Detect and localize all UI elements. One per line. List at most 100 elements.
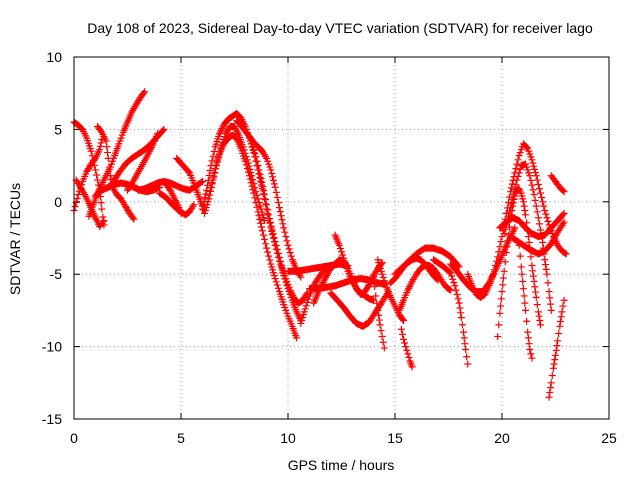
- data-point: [527, 350, 535, 358]
- data-point: [559, 187, 567, 195]
- data-point: [269, 176, 277, 184]
- data-point: [264, 248, 272, 256]
- data-point: [520, 292, 528, 300]
- y-tick-label: -15: [42, 411, 62, 427]
- data-point: [270, 234, 278, 242]
- data-point: [262, 240, 270, 248]
- data-point: [560, 209, 568, 217]
- data-point: [105, 163, 113, 171]
- data-point: [373, 299, 381, 307]
- data-point: [94, 176, 102, 184]
- data-point: [519, 285, 527, 293]
- y-tick-label: -5: [50, 266, 63, 282]
- data-point: [540, 202, 548, 210]
- data-point: [458, 321, 466, 329]
- data-point: [532, 293, 540, 301]
- data-point: [462, 345, 470, 353]
- x-axis-label: GPS time / hours: [288, 457, 395, 473]
- data-point: [103, 143, 111, 151]
- data-point: [514, 172, 522, 180]
- data-point: [504, 231, 512, 239]
- data-point: [523, 143, 531, 151]
- data-point: [512, 164, 520, 172]
- data-point: [520, 202, 528, 210]
- data-point: [303, 298, 311, 306]
- data-point: [284, 241, 292, 249]
- data-point: [203, 186, 211, 194]
- data-point: [529, 186, 537, 194]
- series-arc-33: [500, 160, 555, 314]
- data-point: [560, 218, 568, 226]
- data-point: [534, 180, 542, 188]
- data-point: [98, 205, 106, 213]
- data-point: [210, 147, 218, 155]
- data-point: [455, 263, 463, 271]
- data-point: [177, 209, 185, 217]
- data-point: [269, 230, 277, 238]
- data-point: [260, 191, 268, 199]
- data-point: [515, 169, 523, 177]
- data-point: [251, 150, 259, 158]
- data-point: [198, 178, 206, 186]
- data-point: [283, 237, 291, 245]
- data-point: [555, 330, 563, 338]
- data-point: [254, 208, 262, 216]
- series-arc-8: [124, 130, 161, 194]
- data-point: [542, 265, 550, 273]
- series-arc-28: [391, 244, 463, 278]
- data-point: [545, 393, 553, 401]
- data-point: [528, 262, 536, 270]
- data-point: [281, 228, 289, 236]
- data-point: [206, 191, 214, 199]
- data-point: [522, 306, 530, 314]
- y-axis-label: SDTVAR / TECUs: [7, 183, 23, 295]
- series-arc-13: [198, 109, 305, 325]
- data-point: [554, 337, 562, 345]
- data-point: [501, 258, 509, 266]
- data-point: [400, 335, 408, 343]
- data-point: [510, 190, 518, 198]
- data-point: [249, 186, 257, 194]
- data-point: [96, 146, 104, 154]
- data-point: [335, 241, 343, 249]
- data-point: [87, 147, 95, 155]
- data-point: [537, 226, 545, 234]
- data-point: [403, 346, 411, 354]
- data-point: [495, 321, 503, 329]
- data-point: [494, 332, 502, 340]
- data-point: [535, 220, 543, 228]
- data-point: [501, 225, 509, 233]
- data-point: [210, 169, 218, 177]
- data-point: [561, 249, 569, 257]
- data-point: [463, 353, 471, 361]
- data-point: [206, 167, 214, 175]
- data-point: [541, 206, 549, 214]
- data-points: [70, 88, 570, 401]
- data-point: [508, 180, 516, 188]
- x-tick-label: 15: [387, 430, 403, 446]
- data-point: [253, 157, 261, 165]
- data-point: [457, 314, 465, 322]
- data-point: [559, 302, 567, 310]
- data-point: [528, 181, 536, 189]
- data-point: [97, 127, 105, 135]
- data-point: [451, 282, 459, 290]
- data-point: [267, 166, 275, 174]
- data-point: [92, 171, 100, 179]
- data-point: [285, 245, 293, 253]
- series-arc-21: [331, 231, 378, 304]
- data-point: [459, 328, 467, 336]
- data-point: [448, 272, 456, 280]
- data-point: [278, 216, 286, 224]
- data-point: [546, 294, 554, 302]
- data-point: [185, 168, 193, 176]
- data-point: [380, 344, 388, 352]
- data-point: [551, 356, 559, 364]
- y-tick-label: 10: [46, 49, 62, 65]
- data-point: [449, 275, 457, 283]
- data-point: [552, 346, 560, 354]
- data-point: [446, 268, 454, 276]
- data-point: [297, 273, 305, 281]
- data-point: [259, 182, 267, 190]
- data-point: [251, 194, 259, 202]
